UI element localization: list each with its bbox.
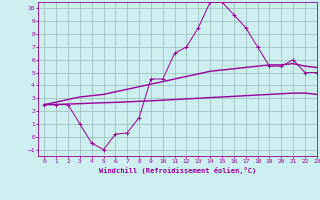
X-axis label: Windchill (Refroidissement éolien,°C): Windchill (Refroidissement éolien,°C)	[99, 167, 256, 174]
